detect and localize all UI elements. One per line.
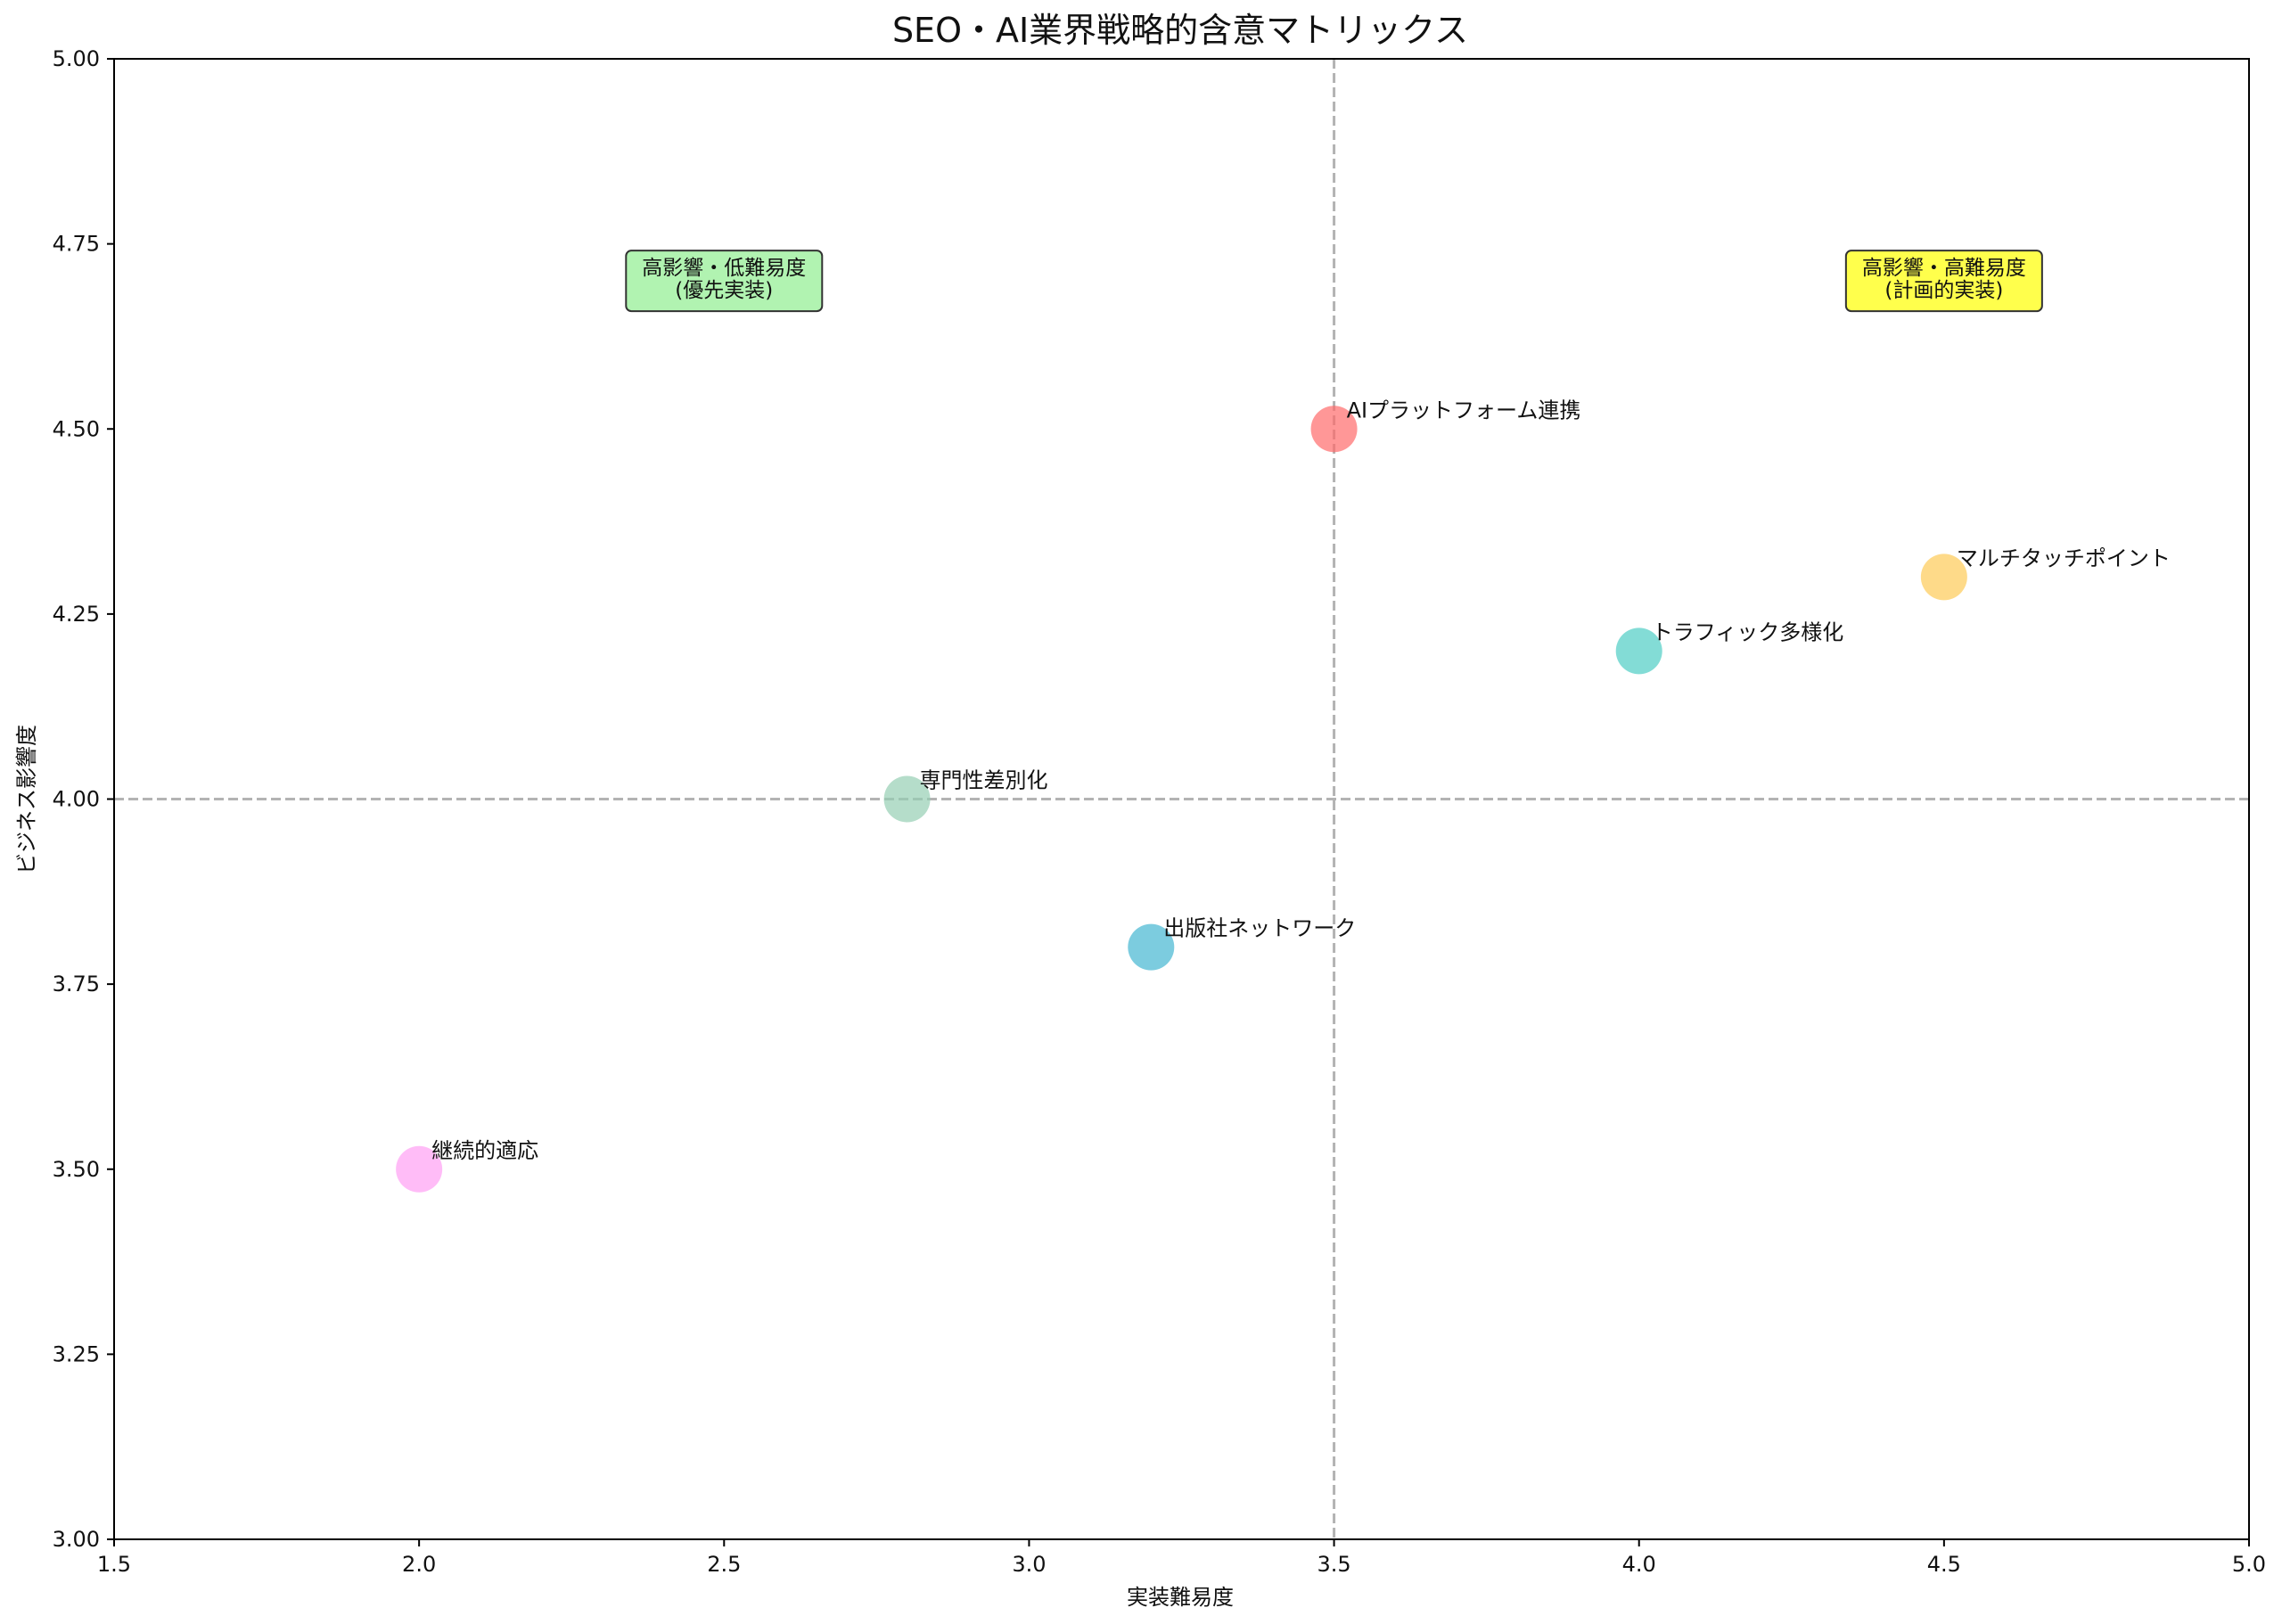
y-axis-label: ビジネス影響度 bbox=[14, 725, 39, 874]
y-axis-ticks: 3.00 3.25 3.50 3.75 4.00 4.25 4.50 4.75 5.00 bbox=[53, 46, 114, 1552]
x-tick-label: 4.5 bbox=[1927, 1552, 1961, 1577]
y-tick-label: 4.50 bbox=[53, 416, 100, 441]
annotation-text: (優先実装) bbox=[675, 279, 773, 302]
x-tick-label: 2.0 bbox=[402, 1552, 436, 1577]
data-points bbox=[396, 406, 1967, 1193]
x-tick-label: 5.0 bbox=[2232, 1552, 2266, 1577]
y-tick-label: 5.00 bbox=[53, 46, 100, 71]
point-label: マルチタッチポイント bbox=[1957, 545, 2171, 570]
data-point bbox=[396, 1145, 443, 1193]
x-tick-label: 3.5 bbox=[1317, 1552, 1350, 1577]
y-tick-label: 4.00 bbox=[53, 787, 100, 812]
annotation-box: 高影響・高難易度(計画的実装) bbox=[1844, 250, 2043, 313]
annotation-box: 高影響・低難易度(優先実装) bbox=[625, 250, 824, 313]
data-point bbox=[1920, 554, 1967, 601]
point-label: 専門性差別化 bbox=[920, 768, 1048, 793]
point-label: 継続的適応 bbox=[431, 1138, 538, 1163]
quadrant-annotations: 高影響・低難易度(優先実装) 高影響・高難易度(計画的実装) bbox=[625, 250, 2043, 313]
y-tick-label: 4.25 bbox=[53, 602, 100, 627]
annotation-background bbox=[625, 250, 824, 313]
point-label: 出版社ネットワーク bbox=[1163, 916, 1356, 941]
y-tick-label: 3.75 bbox=[53, 972, 100, 997]
y-tick-label: 3.00 bbox=[53, 1527, 100, 1552]
chart-title: SEO・AI業界戦略的含意マトリックス bbox=[892, 11, 1468, 50]
reference-lines bbox=[114, 59, 2249, 1539]
annotation-background bbox=[1844, 250, 2043, 313]
x-axis-ticks: 1.5 2.0 2.5 3.0 3.5 4.0 4.5 5.0 bbox=[97, 1539, 2266, 1577]
y-tick-label: 4.75 bbox=[53, 232, 100, 257]
data-point bbox=[1310, 406, 1358, 453]
x-axis-label: 実装難易度 bbox=[1127, 1585, 1234, 1610]
x-tick-label: 4.0 bbox=[1622, 1552, 1656, 1577]
point-label: トラフィック多様化 bbox=[1652, 619, 1844, 644]
data-point bbox=[1615, 627, 1662, 675]
annotation-text: 高影響・低難易度 bbox=[642, 257, 806, 280]
data-point bbox=[883, 775, 931, 823]
x-tick-label: 3.0 bbox=[1012, 1552, 1046, 1577]
point-label: AIプラットフォーム連携 bbox=[1347, 398, 1581, 422]
y-tick-label: 3.50 bbox=[53, 1157, 100, 1182]
x-tick-label: 1.5 bbox=[97, 1552, 131, 1577]
y-tick-label: 3.25 bbox=[53, 1341, 100, 1366]
data-point bbox=[1128, 923, 1175, 971]
annotation-text: (計画的実装) bbox=[1884, 279, 2003, 302]
x-tick-label: 2.5 bbox=[707, 1552, 741, 1577]
annotation-text: 高影響・高難易度 bbox=[1862, 257, 2026, 280]
